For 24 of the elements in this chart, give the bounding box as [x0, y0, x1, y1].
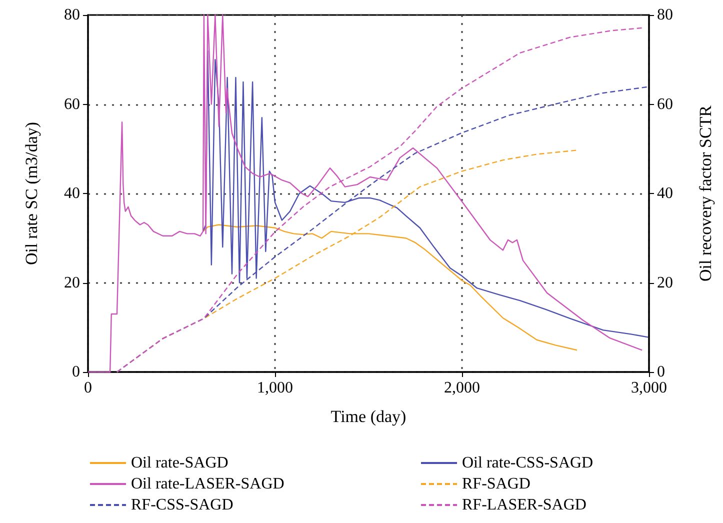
y-tick-label: 0: [72, 364, 80, 380]
y2-tick-label: 80: [657, 6, 673, 24]
x-tick-label: 3,000: [631, 380, 667, 396]
y-tick-label: 80: [64, 6, 80, 24]
legend-label: Oil rate-LASER-SAGD: [131, 476, 284, 492]
line-series: [202, 50, 649, 338]
legend-label: RF-CSS-SAGD: [131, 496, 234, 514]
y2-tick-label: 20: [657, 274, 673, 292]
y-tick-label: 40: [64, 185, 80, 202]
legend-label: RF-SAGD: [462, 476, 530, 492]
legend-label: Oil rate-CSS-SAGD: [462, 454, 594, 472]
y-tick-label: 20: [64, 274, 80, 292]
x-tick-label: 0: [84, 380, 92, 396]
y-tick-label: 60: [64, 96, 80, 113]
y2-tick-label: 0: [657, 364, 665, 380]
y2-tick-label: 40: [657, 185, 673, 202]
y2-tick-label: 60: [657, 96, 673, 113]
x-axis-title: Time (day): [330, 407, 406, 426]
y2-axis-title: Oil recovery factor SCTR: [696, 104, 715, 282]
x-tick-label: 1,000: [257, 380, 293, 396]
y-axis-title: Oil rate SC (m3/day): [22, 122, 41, 266]
x-tick-label: 2,000: [444, 380, 480, 396]
legend-label: RF-LASER-SAGD: [462, 496, 586, 514]
legend-label: Oil rate-SAGD: [131, 454, 228, 472]
